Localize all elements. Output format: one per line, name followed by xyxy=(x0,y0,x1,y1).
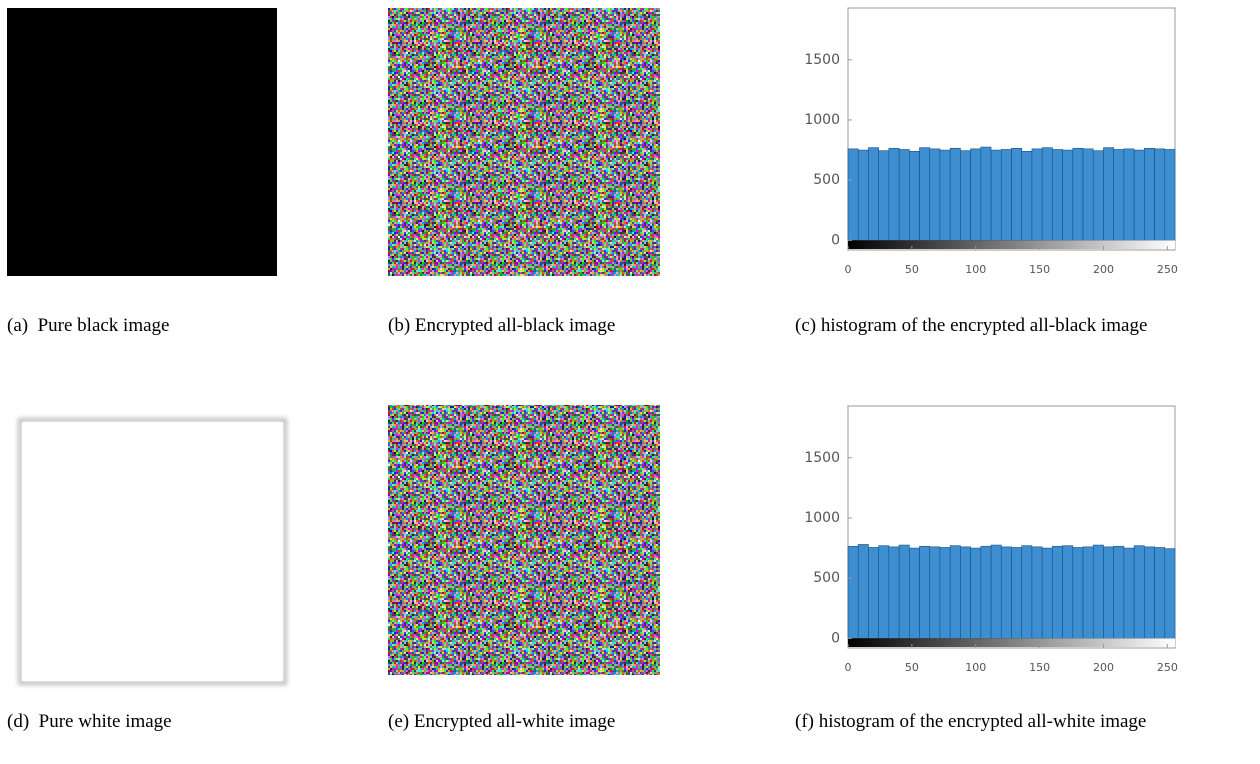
x-tick-label: 250 xyxy=(1157,263,1178,276)
bar xyxy=(971,149,981,241)
y-tick-label: 1000 xyxy=(804,510,840,526)
y-tick-label: 0 xyxy=(831,630,840,646)
bar xyxy=(1012,547,1022,638)
y-tick-label: 1500 xyxy=(804,450,840,466)
bar xyxy=(1083,547,1093,639)
y-tick-label: 1500 xyxy=(804,52,840,68)
bar xyxy=(1001,547,1011,639)
bar xyxy=(991,150,1001,240)
bar xyxy=(1144,547,1154,639)
bar xyxy=(1073,148,1083,240)
caption: (a) Pure black image xyxy=(7,312,169,339)
bar xyxy=(899,545,909,638)
caption: (c) histogram of the encrypted all-black… xyxy=(763,312,1241,339)
bar xyxy=(868,547,878,638)
white-image xyxy=(22,422,283,681)
bar xyxy=(858,150,868,240)
bar xyxy=(1124,149,1134,241)
y-tick-label: 500 xyxy=(813,172,840,188)
colorbar xyxy=(848,240,1175,249)
bar xyxy=(991,545,1001,638)
y-tick-label: 500 xyxy=(813,570,840,586)
bar xyxy=(1114,149,1124,240)
bar xyxy=(1042,148,1052,241)
bar xyxy=(848,149,858,241)
bar xyxy=(1155,547,1165,638)
bar xyxy=(1052,149,1062,240)
encrypted-black-image xyxy=(388,8,660,276)
bar xyxy=(899,149,909,240)
x-tick-label: 150 xyxy=(1029,263,1050,276)
y-tick-label: 0 xyxy=(831,232,840,248)
bar xyxy=(1134,546,1144,639)
bar xyxy=(1022,151,1032,240)
bar xyxy=(981,546,991,638)
x-tick-label: 0 xyxy=(845,661,852,674)
bar xyxy=(930,547,940,639)
bar xyxy=(1134,150,1144,240)
bar xyxy=(909,548,919,638)
x-tick-label: 0 xyxy=(845,263,852,276)
bar xyxy=(940,150,950,240)
bar xyxy=(1032,547,1042,639)
x-tick-label: 100 xyxy=(965,263,986,276)
bar xyxy=(960,151,970,241)
bar xyxy=(909,151,919,240)
encrypted-white-image xyxy=(388,405,660,675)
x-tick-label: 200 xyxy=(1093,661,1114,674)
x-tick-label: 200 xyxy=(1093,263,1114,276)
bar xyxy=(1022,546,1032,639)
x-tick-label: 250 xyxy=(1157,661,1178,674)
caption: (f) histogram of the encrypted all-white… xyxy=(763,708,1241,735)
bar xyxy=(1144,148,1154,240)
bar xyxy=(879,546,889,639)
bar xyxy=(1063,150,1073,240)
bar xyxy=(971,548,981,638)
bar xyxy=(1093,151,1103,241)
figure: 0 500 1000 1500 0 50 100 150 200 250 0 500 1000 1500 0… xyxy=(0,0,1260,764)
bar xyxy=(1083,149,1093,241)
bar xyxy=(940,547,950,638)
x-tick-label: 50 xyxy=(905,661,919,674)
bar xyxy=(1001,149,1011,240)
bar xyxy=(1073,547,1083,638)
bar xyxy=(1165,149,1175,240)
bar xyxy=(930,149,940,241)
caption: (d) Pure white image xyxy=(7,708,172,735)
bar xyxy=(1103,148,1113,241)
bar xyxy=(1032,149,1042,241)
bar xyxy=(1155,149,1165,241)
bar xyxy=(879,151,889,241)
bar xyxy=(848,546,858,638)
bar xyxy=(1103,547,1113,639)
bar xyxy=(1165,549,1175,639)
bar xyxy=(960,547,970,639)
bar xyxy=(858,544,868,638)
bar xyxy=(920,148,930,241)
bar xyxy=(1052,546,1062,638)
x-tick-label: 150 xyxy=(1029,661,1050,674)
bar xyxy=(950,148,960,240)
black-image xyxy=(7,8,277,276)
bar xyxy=(889,547,899,639)
colorbar xyxy=(848,638,1175,647)
page: {"panels": [ {"caption": "(a) Pure black… xyxy=(0,0,1260,764)
bar xyxy=(868,148,878,241)
bar xyxy=(1093,545,1103,638)
caption: (b) Encrypted all-black image xyxy=(388,312,615,339)
y-tick-label: 1000 xyxy=(804,112,840,128)
bar xyxy=(950,546,960,639)
bar xyxy=(1042,548,1052,638)
bar xyxy=(1063,546,1073,639)
bar xyxy=(1124,548,1134,638)
bar xyxy=(1114,546,1124,638)
x-tick-label: 100 xyxy=(965,661,986,674)
bar xyxy=(1012,148,1022,240)
x-tick-label: 50 xyxy=(905,263,919,276)
bar xyxy=(889,148,899,240)
caption: (e) Encrypted all-white image xyxy=(388,708,615,735)
bar xyxy=(981,147,991,240)
bar xyxy=(920,546,930,638)
